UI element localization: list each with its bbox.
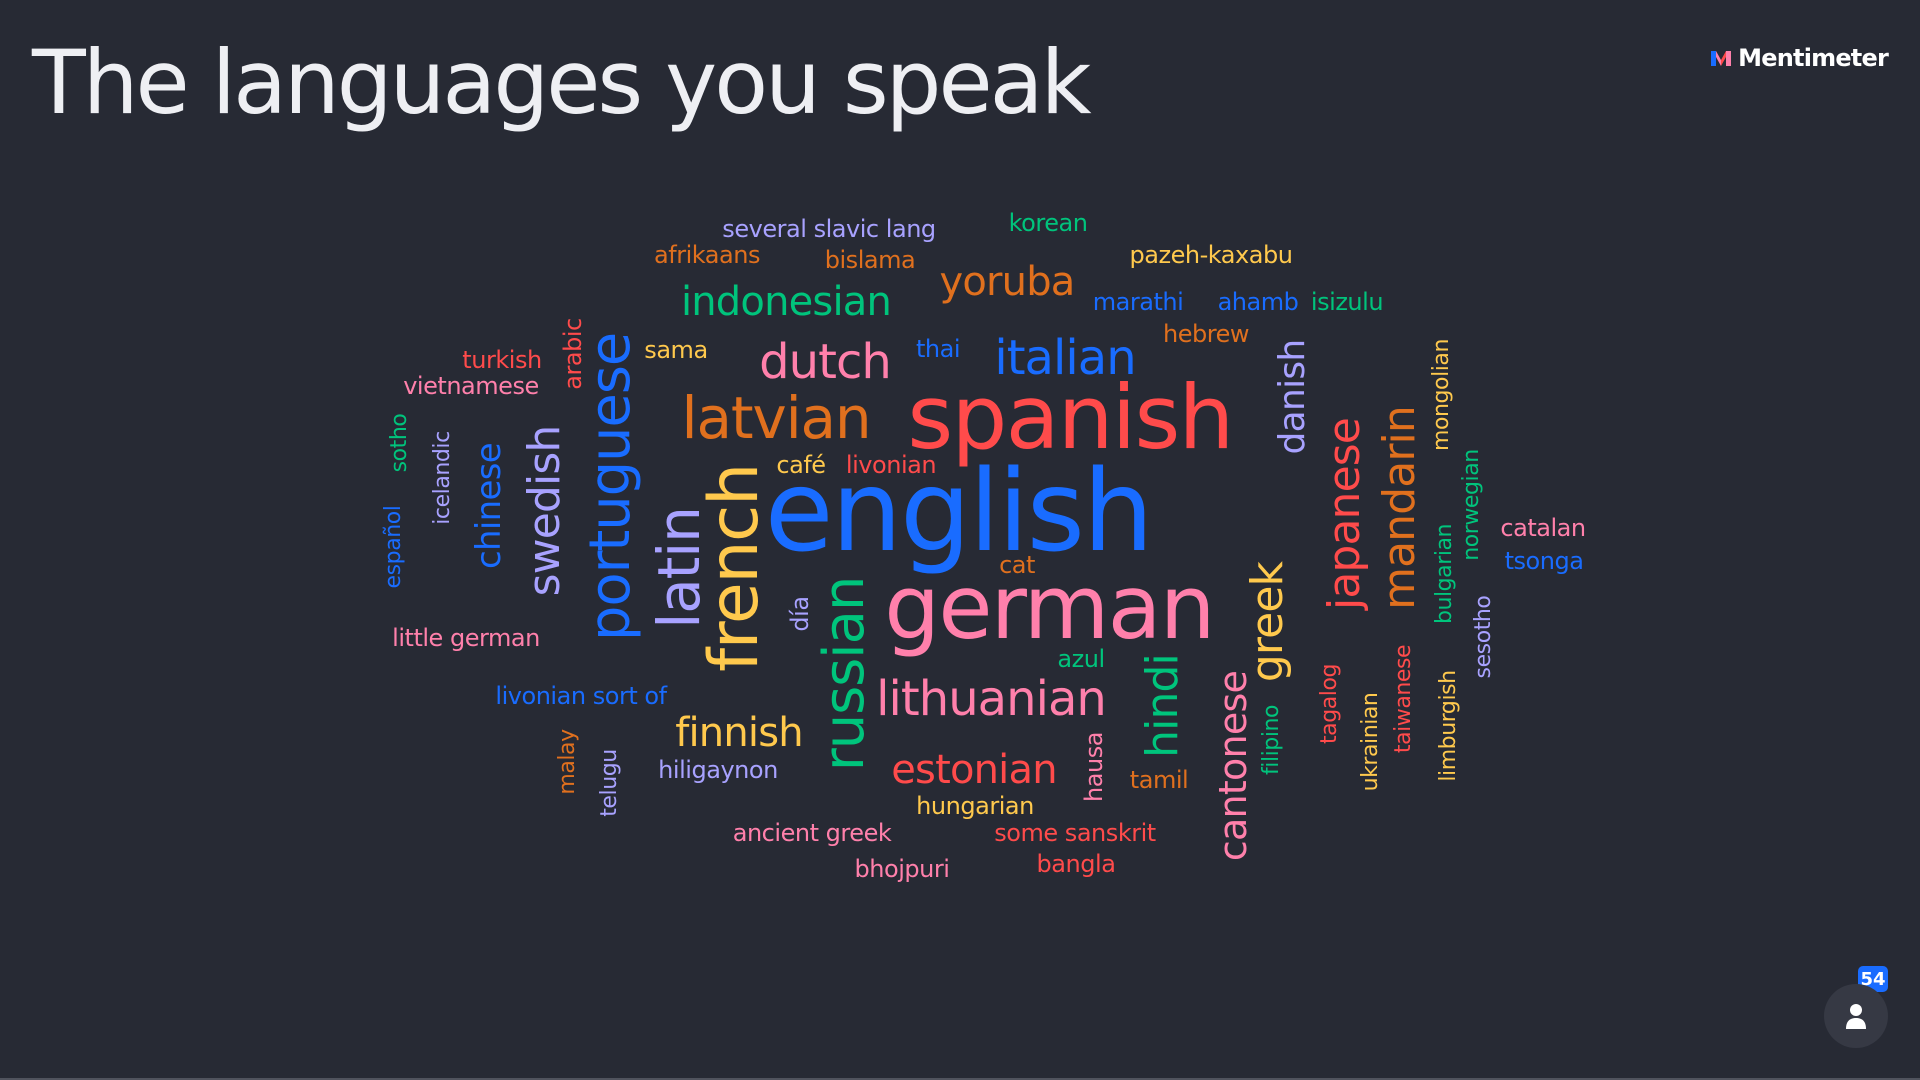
word-cloud-word: día: [786, 596, 814, 632]
word-cloud-word: español: [381, 505, 406, 589]
word-cloud-word: sesotho: [1471, 595, 1496, 679]
word-cloud-word: bislama: [824, 246, 916, 274]
word-cloud-word: german: [884, 556, 1215, 659]
word-cloud-word: hausa: [1080, 732, 1108, 802]
word-cloud-word: korean: [1008, 209, 1088, 237]
brand-name: Mentimeter: [1738, 44, 1889, 72]
word-cloud-word: latin: [645, 507, 713, 629]
word-cloud-word: malay: [555, 729, 580, 795]
word-cloud-word: telugu: [597, 749, 622, 817]
word-cloud-word: ukrainian: [1358, 692, 1383, 792]
word-cloud-word: russian: [812, 576, 877, 772]
bottom-divider: [0, 1078, 1920, 1080]
word-cloud-word: spanish: [907, 366, 1234, 469]
word-cloud-word: vietnamese: [403, 372, 539, 400]
word-cloud-word: italian: [994, 330, 1136, 386]
word-cloud-word: yoruba: [939, 259, 1075, 305]
word-cloud-word: hindi: [1137, 654, 1188, 758]
mentimeter-logo-icon: [1711, 51, 1732, 66]
word-cloud-word: danish: [1272, 339, 1313, 455]
word-cloud-word: icelandic: [430, 431, 455, 525]
word-cloud-word: english: [764, 447, 1154, 577]
participants-button[interactable]: [1824, 984, 1888, 1048]
word-cloud-word: livonian sort of: [495, 682, 667, 710]
word-cloud-word: estonian: [891, 747, 1057, 793]
word-cloud-word: livonian: [845, 451, 937, 479]
word-cloud-word: turkish: [462, 346, 542, 374]
word-cloud-word: cat: [999, 551, 1035, 579]
slide-title: The languages you speak: [32, 31, 1092, 134]
word-cloud-word: tamil: [1129, 766, 1189, 794]
word-cloud-word: cantonese: [1211, 670, 1255, 862]
word-cloud-word: some sanskrit: [994, 819, 1156, 847]
word-cloud-word: sama: [644, 336, 708, 364]
word-cloud-word: finnish: [675, 710, 803, 756]
word-cloud-word: taiwanese: [1391, 644, 1416, 754]
word-cloud-word: tsonga: [1504, 547, 1584, 575]
word-cloud-word: several slavic lang: [722, 215, 936, 243]
word-cloud-word: pazeh-kaxabu: [1129, 241, 1293, 269]
word-cloud-word: mandarin: [1374, 406, 1425, 610]
brand-logo: Mentimeter: [1710, 44, 1889, 72]
word-cloud-word: sotho: [387, 413, 412, 473]
word-cloud-word: ahamb: [1217, 288, 1299, 316]
word-cloud-word: indonesian: [680, 279, 892, 325]
word-cloud-word: azul: [1057, 645, 1105, 673]
word-cloud-word: hiligaynon: [658, 756, 778, 784]
word-cloud-word: limburgish: [1436, 670, 1461, 782]
word-cloud-word: hebrew: [1162, 320, 1250, 348]
word-cloud-word: norwegian: [1459, 449, 1484, 561]
word-cloud-word: arabic: [559, 318, 587, 390]
word-cloud-word: catalan: [1500, 514, 1586, 542]
word-cloud-word: bulgarian: [1432, 523, 1457, 625]
word-cloud-word: café: [776, 451, 826, 479]
word-cloud-word: isizulu: [1310, 288, 1384, 316]
word-cloud-word: thai: [915, 335, 961, 363]
word-cloud-word: hungarian: [916, 792, 1034, 820]
word-cloud-word: tagalog: [1317, 663, 1342, 745]
word-cloud-word: bhojpuri: [854, 855, 950, 883]
person-icon: [1846, 1004, 1866, 1029]
word-cloud-word: chinese: [469, 442, 509, 570]
word-cloud-word: latvian: [681, 384, 871, 452]
word-cloud-word: mongolian: [1429, 339, 1454, 451]
word-cloud-word: filipino: [1259, 704, 1284, 776]
word-cloud-word: bangla: [1036, 850, 1116, 878]
word-cloud-word: portuguese: [578, 332, 643, 642]
word-cloud-word: marathi: [1092, 288, 1184, 316]
word-cloud-word: lithuanian: [876, 671, 1107, 727]
word-cloud-word: swedish: [519, 425, 570, 597]
word-cloud-word: japanese: [1319, 418, 1370, 610]
word-cloud-word: greek: [1242, 561, 1293, 683]
word-cloud-word: ancient greek: [732, 819, 892, 847]
word-cloud-word: afrikaans: [654, 241, 760, 269]
word-cloud-word: little german: [392, 624, 540, 652]
word-cloud-word: dutch: [759, 334, 892, 390]
